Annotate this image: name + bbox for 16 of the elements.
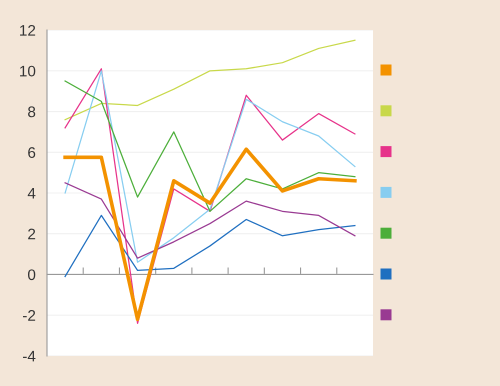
- y-tick-label: 8: [28, 106, 36, 118]
- y-tick-label: -4: [22, 350, 36, 362]
- line-series: [64, 40, 356, 120]
- y-tick-label: 10: [20, 66, 36, 77]
- y-tick-label: 0: [28, 269, 36, 280]
- line-series: [64, 68, 356, 324]
- line-series: [64, 182, 356, 259]
- line-series: [64, 214, 356, 278]
- line-series: [63, 147, 357, 322]
- line-series: [64, 70, 356, 263]
- y-tick-label: 6: [28, 147, 36, 158]
- line-series: [64, 80, 356, 212]
- y-tick-label: 2: [28, 228, 36, 240]
- y-tick-label: 12: [20, 24, 36, 36]
- y-tick-label: -2: [22, 310, 36, 321]
- y-tick-label: 4: [28, 188, 36, 199]
